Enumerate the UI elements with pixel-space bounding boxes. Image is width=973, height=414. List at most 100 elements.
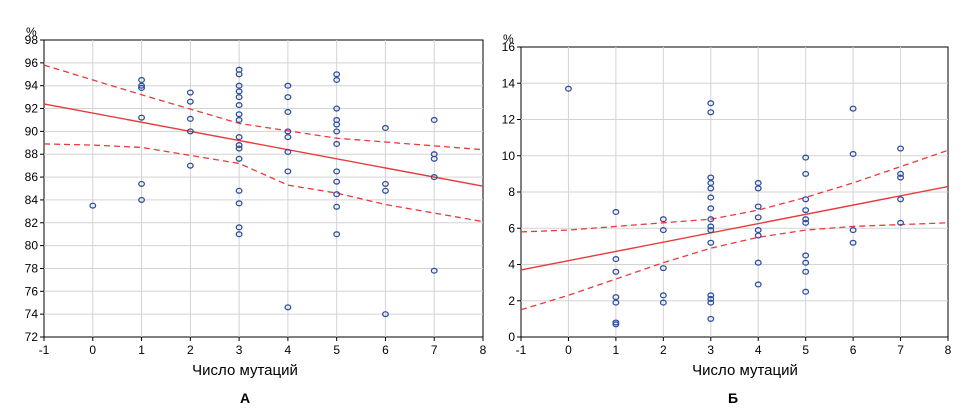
data-point xyxy=(235,224,243,231)
scatter-points-b xyxy=(564,85,905,328)
data-point xyxy=(186,115,194,122)
x-tick-labels-b: -1 0 1 2 3 4 5 6 7 8 xyxy=(516,343,952,357)
data-point xyxy=(802,170,810,177)
data-point xyxy=(186,162,194,169)
data-point xyxy=(235,142,243,149)
data-point xyxy=(381,187,389,194)
confidence-band-b xyxy=(520,149,949,311)
data-point xyxy=(897,174,905,181)
data-point xyxy=(707,205,715,212)
x-tick-label: 5 xyxy=(333,343,340,357)
data-point xyxy=(381,124,389,132)
y-tick-label: 92 xyxy=(25,102,39,116)
regression-line-a xyxy=(43,103,484,187)
y-unit-label-a: % xyxy=(26,25,37,39)
data-point xyxy=(754,214,762,221)
data-point xyxy=(754,185,762,192)
y-unit-label-b: % xyxy=(503,32,514,46)
y-tick-label: 74 xyxy=(25,307,39,321)
y-tick-label: 76 xyxy=(25,284,39,298)
data-point xyxy=(138,180,146,187)
data-point xyxy=(612,299,620,306)
data-point xyxy=(284,148,292,155)
ci-upper-line-b xyxy=(520,149,949,233)
data-point xyxy=(707,194,715,201)
data-point xyxy=(897,196,905,203)
y-tick-label: 8 xyxy=(508,185,515,199)
regression-line-b xyxy=(520,185,949,271)
x-tick-label: 6 xyxy=(850,343,857,357)
ci-lower-line-a xyxy=(43,143,484,223)
data-point xyxy=(235,200,243,207)
y-tick-label: 10 xyxy=(502,149,516,163)
fit-line-b xyxy=(520,185,949,271)
data-point xyxy=(659,216,667,223)
x-tick-label: 6 xyxy=(382,343,389,357)
data-point xyxy=(849,227,857,234)
data-point xyxy=(754,203,762,210)
data-point xyxy=(381,311,389,318)
data-point xyxy=(897,170,905,177)
data-point xyxy=(802,259,810,266)
data-point xyxy=(284,108,292,116)
y-tick-label: 16 xyxy=(502,40,516,54)
data-point xyxy=(89,202,97,209)
x-tick-label: 3 xyxy=(707,343,714,357)
data-point xyxy=(612,268,620,275)
data-point xyxy=(849,150,857,157)
x-tick-label: -1 xyxy=(516,343,527,357)
data-point xyxy=(333,121,341,128)
y-tick-label: 90 xyxy=(25,124,39,138)
x-tick-label: 0 xyxy=(565,343,572,357)
data-point xyxy=(564,85,572,92)
panel-label-a: А xyxy=(240,390,250,406)
data-point xyxy=(802,268,810,275)
data-point xyxy=(138,196,146,203)
x-tick-label: 7 xyxy=(431,343,438,357)
data-point xyxy=(659,265,667,272)
y-tick-label: 78 xyxy=(25,261,39,275)
panel-label-b: Б xyxy=(728,390,738,406)
data-point xyxy=(333,128,341,135)
data-point xyxy=(235,116,243,124)
data-point xyxy=(284,168,292,175)
data-point xyxy=(235,88,243,95)
data-point xyxy=(284,82,292,89)
chart-a: -1 0 1 2 3 4 5 6 7 8 7274767880828486889092949698… xyxy=(25,25,487,406)
data-point xyxy=(333,105,341,112)
x-tick-label: 3 xyxy=(236,343,243,357)
data-point xyxy=(707,185,715,192)
data-point xyxy=(333,231,341,238)
data-point xyxy=(707,227,715,234)
y-tick-labels-b: 0 2 4 6 8 10 12 14 16 xyxy=(502,40,516,344)
data-point xyxy=(235,111,243,118)
x-tick-label: 4 xyxy=(285,343,292,357)
y-tick-label: 14 xyxy=(502,76,516,90)
data-point xyxy=(659,227,667,234)
data-point xyxy=(333,203,341,210)
data-point xyxy=(612,256,620,263)
x-tick-labels-a: -1 0 1 2 3 4 5 6 7 8 xyxy=(39,343,487,357)
data-point xyxy=(707,239,715,246)
data-point xyxy=(333,76,341,84)
x-axis-label-b: Число мутаций xyxy=(692,362,798,379)
data-point xyxy=(235,71,243,78)
y-tick-label: 84 xyxy=(25,193,39,207)
y-tick-label: 2 xyxy=(508,294,515,308)
data-point xyxy=(235,145,243,152)
ci-lower-line-b xyxy=(520,222,949,311)
data-point xyxy=(897,145,905,152)
y-tick-label: 80 xyxy=(25,239,39,253)
data-point xyxy=(802,252,810,259)
data-point xyxy=(186,89,194,96)
data-point xyxy=(138,76,146,84)
scatter-points-a xyxy=(89,66,438,318)
data-point xyxy=(802,216,810,223)
data-point xyxy=(430,116,438,124)
y-tick-label: 86 xyxy=(25,170,39,184)
confidence-band-a xyxy=(43,64,484,223)
x-tick-label: -1 xyxy=(39,343,50,357)
data-point xyxy=(754,281,762,288)
data-point xyxy=(802,207,810,214)
